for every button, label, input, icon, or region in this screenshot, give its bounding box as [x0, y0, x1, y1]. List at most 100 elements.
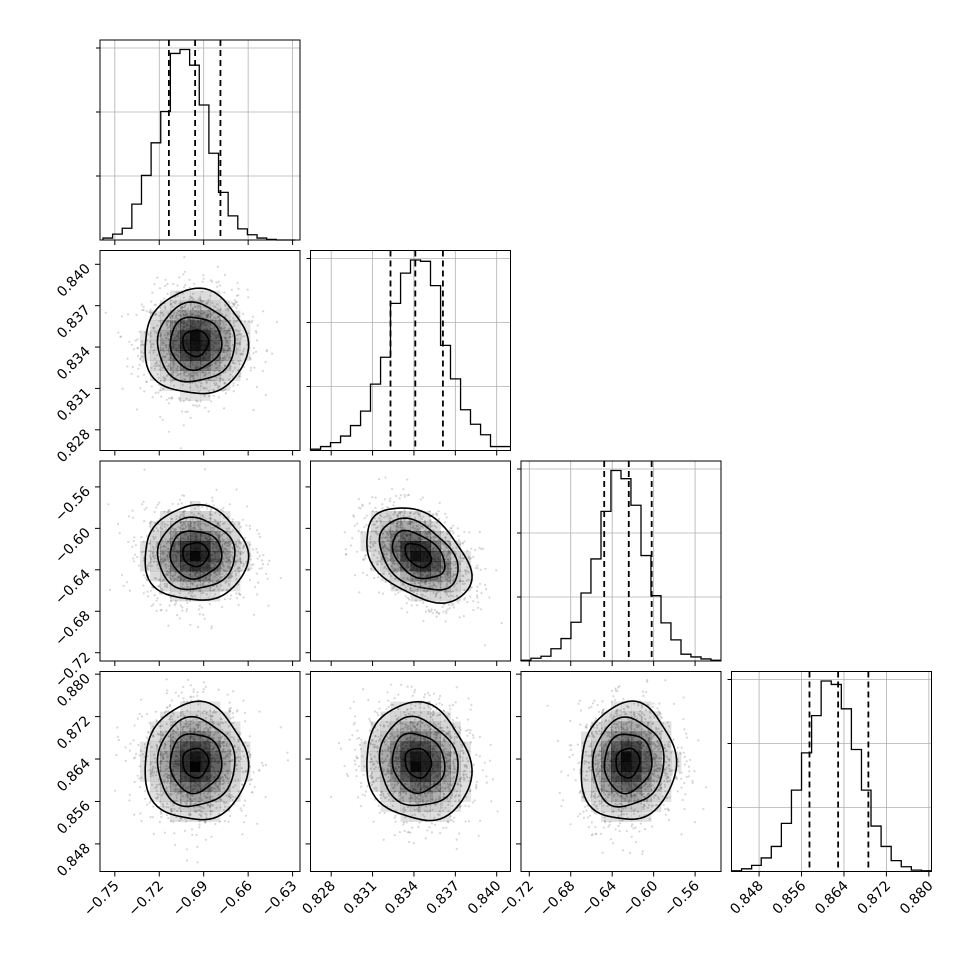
scatter-point [382, 533, 385, 536]
scatter-point [224, 570, 227, 573]
scatter-point [159, 738, 162, 742]
scatter-point [166, 331, 169, 334]
scatter-point [189, 523, 192, 526]
scatter-point [192, 371, 195, 374]
scatter-point [177, 309, 180, 312]
scatter-point [388, 531, 391, 534]
density-cell [220, 531, 231, 542]
scatter-point [174, 371, 178, 374]
scatter-point [174, 843, 177, 847]
scatter-point [158, 762, 162, 765]
scatter-point [175, 528, 178, 531]
scatter-point [235, 352, 238, 355]
scatter-point [222, 741, 226, 744]
scatter-point [157, 391, 160, 394]
scatter-point [181, 309, 184, 312]
scatter-point [163, 334, 166, 337]
scatter-point [458, 580, 461, 583]
scatter-point [361, 504, 364, 507]
scatter-point [188, 599, 191, 602]
scatter-point [241, 833, 244, 836]
panel-content [107, 468, 282, 630]
scatter-point [187, 524, 190, 527]
scatter-point [166, 556, 169, 559]
scatter-point [235, 488, 238, 491]
scatter-point [373, 523, 376, 526]
scatter-point [398, 539, 401, 542]
scatter-point [401, 510, 404, 513]
density-cell [400, 561, 411, 572]
density-cell [440, 591, 451, 602]
scatter-point [187, 580, 190, 583]
scatter-point [187, 521, 190, 524]
scatter-point [446, 573, 449, 576]
density-cell [240, 320, 251, 331]
scatter-point [171, 718, 174, 721]
scatter-point [461, 541, 464, 544]
scatter-point [177, 579, 180, 582]
scatter-point [374, 506, 377, 509]
scatter-point [175, 368, 178, 371]
scatter-point [174, 301, 177, 304]
scatter-point [484, 644, 487, 647]
scatter-point [231, 529, 234, 532]
scatter-point [373, 576, 376, 580]
scatter-point [436, 610, 439, 614]
scatter-point [230, 594, 233, 597]
scatter-point [122, 584, 125, 588]
scatter-point [209, 579, 213, 583]
scatter-point [178, 617, 181, 620]
scatter-point [217, 535, 220, 538]
scatter-point [167, 571, 170, 574]
scatter-point [409, 587, 412, 590]
scatter-point [182, 296, 185, 299]
scatter-point [441, 560, 444, 563]
scatter-point [236, 338, 239, 341]
scatter-point [420, 593, 423, 596]
scatter-point [196, 307, 199, 310]
scatter-point [228, 565, 231, 569]
density-cell [150, 551, 161, 562]
scatter-point [199, 305, 202, 308]
scatter-point [196, 405, 199, 408]
scatter-point [452, 532, 455, 535]
scatter-point [152, 537, 156, 541]
scatter-point [164, 344, 167, 347]
scatter-point [442, 542, 445, 545]
scatter-point [402, 514, 405, 517]
scatter-point [208, 395, 211, 398]
scatter-point [215, 573, 218, 576]
scatter-point [416, 590, 419, 593]
scatter-point [209, 795, 212, 798]
scatter-point [472, 608, 475, 612]
scatter-point [449, 543, 452, 546]
scatter-point [163, 355, 166, 358]
scatter-point [413, 521, 416, 524]
scatter-point [167, 572, 170, 575]
scatter-point [229, 531, 232, 534]
scatter-point [202, 277, 205, 280]
density-cell [360, 531, 371, 542]
scatter-point [175, 518, 178, 521]
scatter-point [449, 579, 452, 582]
scatter-point [202, 371, 205, 374]
scatter-point [437, 510, 440, 513]
scatter-point [446, 573, 449, 576]
scatter-point [217, 315, 220, 318]
scatter-point [445, 583, 448, 587]
axes-frame [520, 460, 722, 662]
scatter-point [212, 312, 215, 315]
scatter-point [403, 495, 407, 498]
density-cell [450, 591, 461, 602]
scatter-point [234, 301, 237, 304]
density-cell [160, 310, 171, 321]
scatter-point [430, 608, 433, 611]
scatter-point [388, 532, 392, 535]
scatter-point [394, 567, 397, 571]
scatter-point [393, 570, 396, 573]
scatter-point [380, 515, 383, 518]
scatter-point [424, 595, 427, 598]
histogram-panel-p1 [96, 39, 301, 241]
density-cell [200, 531, 211, 542]
scatter-point [260, 559, 264, 562]
